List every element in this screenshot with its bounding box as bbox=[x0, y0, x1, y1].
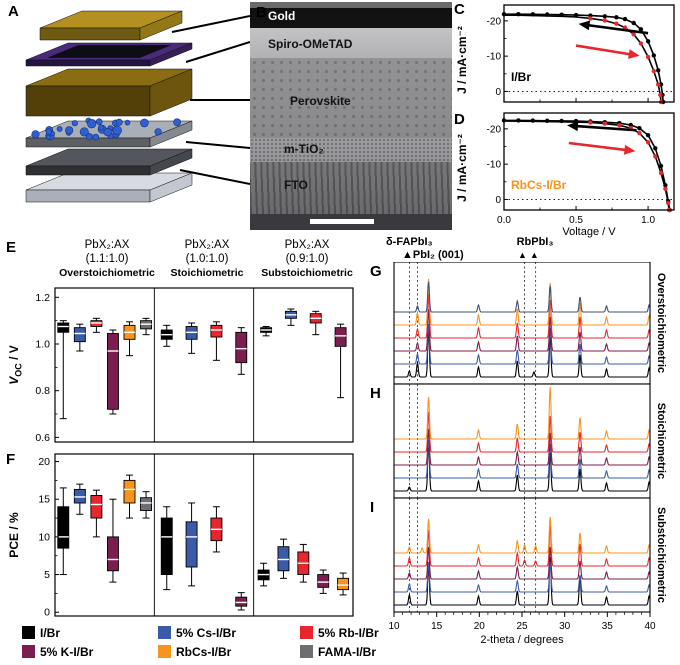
panel-letter-h: H bbox=[370, 385, 381, 402]
group-header-substoichiometric: PbX₂:AX (0.9:1.0) Substoichiometric bbox=[257, 238, 357, 280]
delta-fapbi3-label: δ-FAPbI₃ bbox=[386, 236, 433, 248]
svg-text:0.6: 0.6 bbox=[35, 432, 50, 444]
header-formula: PbX₂:AX bbox=[184, 239, 230, 251]
pce-boxplot: 0 5 10 15 20 bbox=[38, 453, 354, 619]
legend-swatch-ibr bbox=[22, 626, 35, 639]
legend-label: I/Br bbox=[40, 626, 61, 640]
svg-text:10: 10 bbox=[388, 621, 400, 632]
header-name: Stoichiometric bbox=[170, 267, 244, 279]
header-formula: PbX₂:AX bbox=[284, 239, 330, 251]
legend-swatch-cs bbox=[158, 626, 171, 639]
legend-label: 5% Rb-I/Br bbox=[318, 626, 379, 640]
svg-text:1.0: 1.0 bbox=[641, 215, 655, 226]
panel-letter-b: B bbox=[256, 4, 267, 21]
device-schematic bbox=[25, 10, 250, 203]
svg-text:10: 10 bbox=[38, 531, 50, 543]
legend-item-fama: FAMA-I/Br bbox=[300, 645, 376, 660]
legend-swatch-rbcs bbox=[158, 645, 171, 658]
sem-tio2-texture bbox=[250, 138, 452, 162]
scale-bar bbox=[310, 219, 374, 224]
sem-perovskite-texture bbox=[250, 58, 452, 138]
legend-swatch-rb bbox=[300, 626, 313, 639]
svg-text:-20: -20 bbox=[487, 16, 502, 27]
legend-item-k: 5% K-I/Br bbox=[22, 645, 93, 660]
svg-text:0: 0 bbox=[495, 87, 501, 98]
xrd-patterns: 10 15 20 25 30 35 40 2-theta / degrees bbox=[388, 262, 656, 646]
panel-letter-d: D bbox=[454, 111, 465, 128]
svg-text:Voltage / V: Voltage / V bbox=[562, 226, 616, 238]
svg-text:20: 20 bbox=[474, 621, 486, 632]
sem-fto-texture bbox=[250, 162, 452, 214]
svg-text:20: 20 bbox=[38, 456, 50, 468]
panel-letter-f: F bbox=[6, 451, 16, 468]
legend-label: 5% Cs-I/Br bbox=[176, 626, 237, 640]
legend-item-ibr: I/Br bbox=[22, 626, 60, 641]
sem-label-mtio2: m-TiO₂ bbox=[284, 142, 324, 156]
jv-d-y-axis-label: J / mA·cm⁻² bbox=[455, 134, 469, 202]
panel-letter-e: E bbox=[6, 239, 17, 256]
triangle-marker-icon: ▲ bbox=[402, 249, 413, 261]
header-ratio: (0.9:1.0) bbox=[285, 253, 329, 265]
svg-text:1.0: 1.0 bbox=[35, 339, 50, 351]
svg-text:-10: -10 bbox=[487, 160, 502, 171]
jv-curve-ibr: -20 -10 0 I/Br bbox=[487, 4, 675, 105]
panel-letter-c: C bbox=[454, 1, 465, 18]
svg-text:5: 5 bbox=[44, 569, 50, 581]
sem-cross-section-image: B Gold Spiro-OMeTAD Perovskite m-TiO₂ FT… bbox=[250, 2, 452, 230]
pbi2-label: ▲PbI₂ (001) bbox=[402, 249, 464, 261]
svg-text:15: 15 bbox=[431, 621, 443, 632]
svg-text:-20: -20 bbox=[487, 124, 502, 135]
sem-label-spiro: Spiro-OMeTAD bbox=[268, 37, 353, 51]
svg-text:-10: -10 bbox=[487, 52, 502, 63]
legend-item-rb: 5% Rb-I/Br bbox=[300, 626, 379, 641]
sem-label-gold: Gold bbox=[268, 9, 296, 23]
pbi2-text: PbI₂ (001) bbox=[412, 249, 464, 261]
legend-label: FAMA-I/Br bbox=[318, 645, 376, 659]
header-ratio: (1.1:1.0) bbox=[85, 253, 129, 265]
sem-label-perovskite: Perovskite bbox=[290, 94, 351, 108]
header-ratio: (1.0:1.0) bbox=[185, 253, 229, 265]
side-label-overstoichiometric: Overstoichiometric bbox=[655, 272, 667, 374]
header-formula: PbX₂:AX bbox=[84, 239, 130, 251]
svg-text:40: 40 bbox=[644, 621, 656, 632]
svg-text:30: 30 bbox=[559, 621, 571, 632]
svg-text:2-theta / degrees: 2-theta / degrees bbox=[480, 634, 564, 646]
panel-letter-a: A bbox=[8, 3, 19, 20]
legend-swatch-fama bbox=[300, 645, 313, 658]
voc-boxplot: 0.6 0.8 1.0 1.2 bbox=[35, 287, 354, 444]
svg-text:0: 0 bbox=[495, 195, 501, 206]
legend-item-rbcs: RbCs-I/Br bbox=[158, 645, 231, 660]
side-label-substoichiometric: Substoichiometric bbox=[655, 507, 667, 603]
jv-curve-rbcs: -20 -10 0 0.0 0.5 1.0 Voltage / V RbCs-I/Br bbox=[487, 112, 675, 238]
jv-c-y-axis-label: J / mA·cm⁻² bbox=[455, 26, 469, 94]
svg-text:I/Br: I/Br bbox=[511, 70, 531, 84]
svg-text:0.8: 0.8 bbox=[35, 385, 50, 397]
panel-letter-g: G bbox=[370, 263, 382, 280]
group-header-stoichiometric: PbX₂:AX (1.0:1.0) Stoichiometric bbox=[157, 238, 257, 280]
legend-item-cs: 5% Cs-I/Br bbox=[158, 626, 236, 641]
svg-text:25: 25 bbox=[516, 621, 528, 632]
header-name: Overstoichiometric bbox=[59, 267, 155, 279]
svg-text:RbCs-I/Br: RbCs-I/Br bbox=[511, 178, 567, 192]
svg-text:0: 0 bbox=[44, 607, 50, 619]
svg-text:0.0: 0.0 bbox=[497, 215, 511, 226]
sem-label-fto: FTO bbox=[284, 178, 308, 192]
svg-text:0.5: 0.5 bbox=[569, 215, 583, 226]
rbpbi3-label: RbPbI₃ bbox=[516, 236, 554, 248]
legend-label: 5% K-I/Br bbox=[40, 645, 94, 659]
header-name: Substoichiometric bbox=[261, 267, 353, 279]
svg-text:1.2: 1.2 bbox=[35, 292, 50, 304]
legend-swatch-k bbox=[22, 645, 35, 658]
svg-text:35: 35 bbox=[602, 621, 614, 632]
rbpbi3-marker-icons: ▲▲ bbox=[518, 250, 542, 260]
group-header-overstoichiometric: PbX₂:AX (1.1:1.0) Overstoichiometric bbox=[57, 238, 157, 280]
legend: I/Br 5% Cs-I/Br 5% Rb-I/Br 5% K-I/Br RbC… bbox=[0, 626, 480, 664]
legend-label: RbCs-I/Br bbox=[176, 645, 232, 659]
svg-text:15: 15 bbox=[38, 494, 50, 506]
side-label-stoichiometric: Stoichiometric bbox=[655, 402, 667, 480]
panel-letter-i: I bbox=[370, 499, 375, 516]
